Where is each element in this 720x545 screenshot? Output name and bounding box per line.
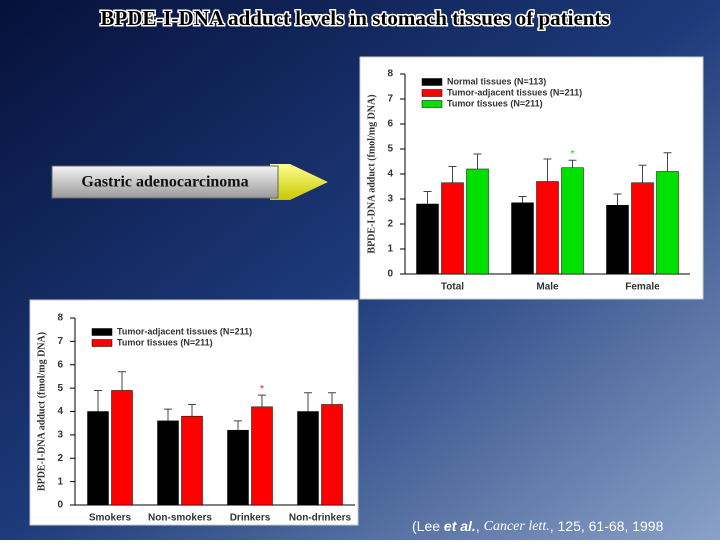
bar — [87, 411, 109, 506]
slide-title: BPDE-I-DNA adduct levels in stomach tiss… — [100, 6, 609, 30]
y-tick-label: 2 — [387, 219, 393, 230]
bar — [536, 181, 559, 275]
bar — [606, 205, 629, 275]
citation-part: (Lee — [412, 518, 444, 534]
y-tick-label: 6 — [387, 119, 393, 130]
legend-label: Normal tissues (N=113) — [447, 76, 546, 86]
bar — [251, 406, 273, 506]
x-tick-label: Non-smokers — [148, 513, 212, 524]
x-tick-label: Smokers — [89, 513, 132, 524]
y-tick-label: 0 — [57, 500, 63, 511]
x-tick-label: Drinkers — [230, 513, 271, 524]
y-tick-label: 8 — [57, 313, 63, 324]
error-bar — [448, 166, 457, 183]
error-bar — [164, 408, 172, 421]
bar — [466, 168, 489, 275]
y-tick-label: 8 — [387, 69, 393, 80]
y-tick-label: 1 — [57, 476, 63, 487]
y-tick-label: 3 — [57, 430, 63, 441]
error-bar — [118, 371, 126, 391]
significance-mark: * — [571, 149, 575, 160]
error-bar — [258, 394, 266, 407]
y-tick-label: 1 — [387, 244, 393, 255]
bar — [561, 167, 584, 275]
bar — [111, 390, 133, 506]
legend-label: Tumor tissues (N=211) — [447, 98, 543, 108]
y-tick-label: 7 — [57, 336, 63, 347]
legend-swatch — [421, 89, 443, 97]
error-bar — [543, 158, 552, 182]
y-tick-label: 5 — [387, 144, 393, 155]
bar — [441, 182, 464, 275]
bar — [416, 203, 439, 275]
error-bar — [663, 152, 672, 172]
legend-swatch — [91, 328, 113, 336]
legend-label: Tumor-adjacent tissues (N=211) — [117, 326, 252, 336]
legend-label: Tumor-adjacent tissues (N=211) — [447, 87, 582, 97]
y-tick-label: 7 — [387, 94, 393, 105]
citation-part: Cancer lett. — [484, 519, 550, 534]
citation-part: et al. — [444, 518, 476, 534]
bar — [656, 171, 679, 275]
arrow — [270, 164, 328, 200]
bar — [227, 429, 249, 506]
y-axis-label: BPDE-I-DNA adduct (fmol/mg DNA) — [366, 94, 377, 253]
error-bar — [568, 159, 577, 168]
citation-part: , — [476, 518, 484, 534]
y-tick-label: 4 — [387, 169, 393, 180]
y-tick-label: 2 — [57, 453, 63, 464]
error-bar — [94, 389, 102, 412]
y-tick-label: 5 — [57, 383, 63, 394]
citation: (Lee et al., Cancer lett., 125, 61-68, 1… — [412, 518, 664, 535]
x-tick-label: Non-drinkers — [289, 513, 352, 524]
y-tick-label: 6 — [57, 359, 63, 370]
y-axis-label: BPDE-I-DNA adduct (fmol/mg DNA) — [36, 332, 47, 491]
error-bar — [304, 392, 312, 412]
legend-swatch — [421, 100, 443, 108]
error-bar — [613, 193, 622, 206]
x-tick-label: Total — [441, 282, 464, 293]
label-box — [51, 165, 279, 199]
x-tick-label: Female — [625, 282, 660, 293]
y-tick-label: 0 — [387, 269, 393, 280]
bar — [321, 404, 343, 506]
error-bar — [423, 191, 432, 204]
y-tick-label: 3 — [387, 194, 393, 205]
significance-mark: * — [260, 384, 264, 395]
bar — [157, 420, 179, 506]
error-bar — [518, 196, 527, 203]
legend-swatch — [91, 339, 113, 347]
error-bar — [234, 420, 242, 431]
citation-part: , 125, 61-68, 1998 — [550, 518, 664, 534]
bar — [297, 411, 319, 506]
bar — [631, 182, 654, 275]
label: Gastric adenocarcinoma — [81, 174, 248, 191]
bar — [181, 415, 203, 506]
y-tick-label: 4 — [57, 406, 63, 417]
error-bar — [328, 392, 336, 405]
x-tick-label: Male — [536, 282, 559, 293]
legend-swatch — [421, 78, 443, 86]
bar — [511, 202, 534, 275]
error-bar — [188, 403, 196, 417]
error-bar — [473, 153, 482, 169]
legend-label: Tumor tissues (N=211) — [117, 337, 213, 347]
error-bar — [638, 164, 647, 183]
